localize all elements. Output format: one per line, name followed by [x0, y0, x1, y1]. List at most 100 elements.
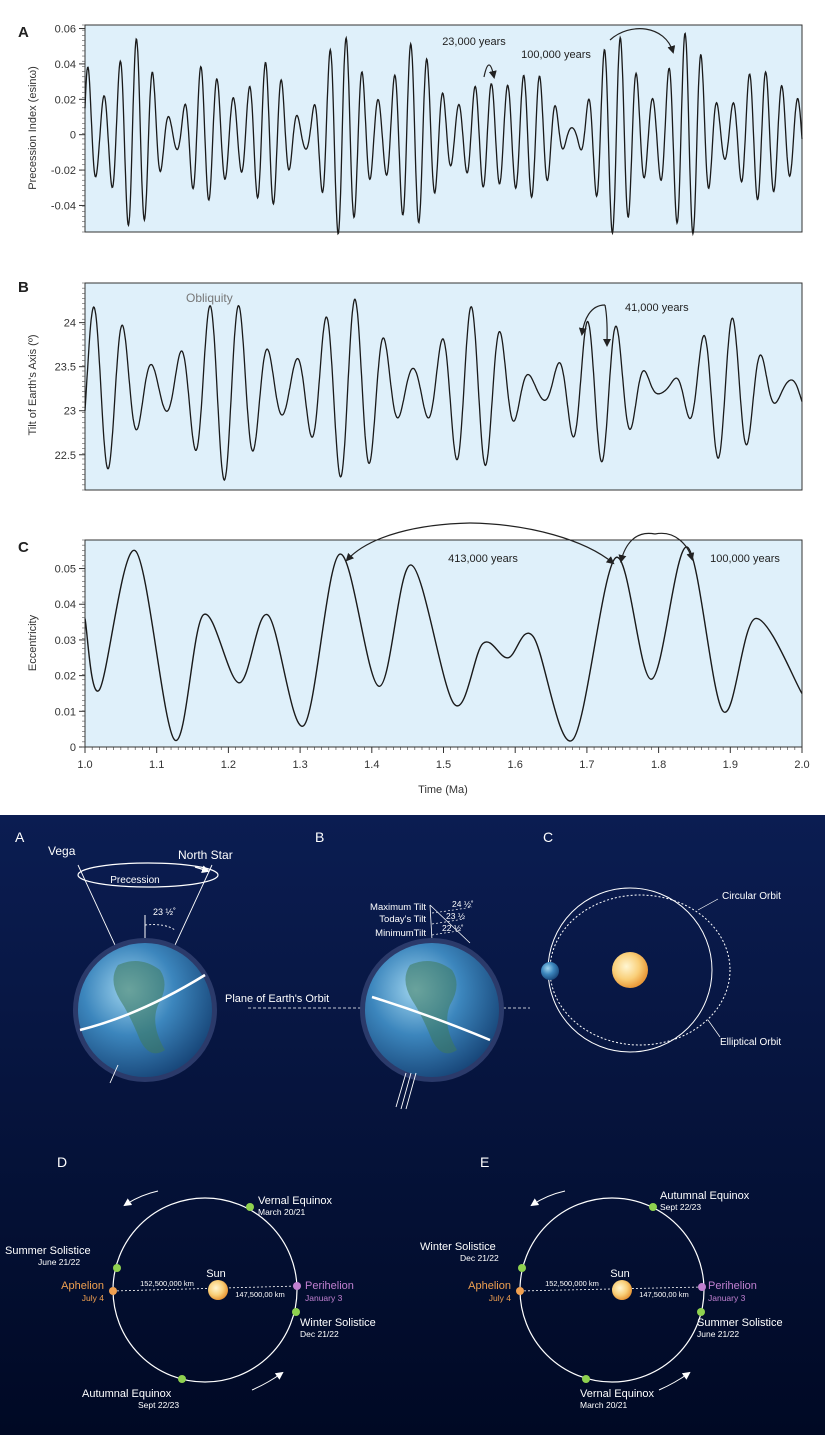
- min-tilt-label: MinimumTilt: [375, 928, 426, 939]
- y-tick-label: 23: [64, 406, 76, 418]
- autumnal-equinox-label-e: Autumnal Equinox: [660, 1190, 750, 1202]
- eccentricity-chart: C 0.050.040.030.020.010 1.0 1.1 1.2 1.3 1.4 1…: [18, 522, 810, 796]
- diagram-label-c: C: [543, 829, 553, 845]
- annotation-100000-a: 100,000 years: [521, 49, 591, 61]
- eccentricity-line: [84, 546, 803, 742]
- plot-area-a: [84, 24, 803, 233]
- aphelion-date-d: July 4: [82, 1293, 104, 1303]
- summer-solstice-label-e: Summer Solistice: [697, 1317, 783, 1329]
- y-axis-label-b: Tilt of Earth's Axis (º): [27, 334, 39, 435]
- night-sky-background: [0, 815, 825, 1435]
- tilt-arc-today: [431, 918, 465, 925]
- equator-a: [79, 973, 206, 1032]
- orbit-arrow-e-bottom: [658, 1371, 691, 1391]
- plot-area-c: [84, 539, 803, 748]
- circular-orbit-label: Circular Orbit: [722, 891, 781, 902]
- tilt-line-min: [429, 904, 433, 941]
- winter-solstice-dot-e: [518, 1264, 526, 1272]
- todays-tilt-value: 23 ½: [446, 911, 465, 921]
- perihelion-label-e: Perihelion: [708, 1280, 757, 1292]
- y-tick-label: 23.5: [55, 362, 76, 374]
- perihelion-distance-d: 147,500,00 km: [235, 1290, 285, 1299]
- winter-solstice-label-e: Winter Solistice: [420, 1241, 496, 1253]
- aphelion-dot-e: [516, 1287, 524, 1295]
- diagram-label-b: B: [315, 829, 324, 845]
- todays-tilt-label: Today's Tilt: [379, 914, 426, 925]
- autumnal-equinox-dot-e: [649, 1203, 657, 1211]
- tilt-arc-max: [431, 906, 473, 914]
- minor-ticks-c: [82, 539, 85, 748]
- vernal-equinox-dot-e: [582, 1375, 590, 1383]
- annotation-413000: 413,000 years: [448, 553, 518, 565]
- y-tick-label: 0.02: [55, 671, 76, 683]
- tilt-angle-arc: [144, 924, 176, 931]
- sun-d: [208, 1280, 228, 1300]
- x-tick-label: 1.7: [579, 759, 594, 771]
- vega-label: Vega: [48, 844, 76, 858]
- perihelion-dot-e: [698, 1283, 706, 1291]
- autumnal-equinox-dot-d: [178, 1375, 186, 1383]
- precession-diagram: Precession 23 ½˚ Vega North Star: [48, 844, 233, 1084]
- x-tick-label: 1.0: [77, 759, 92, 771]
- arrow-100000-c-left: [618, 532, 656, 563]
- apsis-line-d: [112, 1285, 299, 1292]
- y-tick-label: 0.04: [55, 59, 76, 71]
- north-star-label: North Star: [178, 848, 233, 862]
- sun-label-d: Sun: [206, 1268, 226, 1280]
- aphelion-label-e: Aphelion: [468, 1280, 511, 1292]
- x-tick-label: 1.4: [364, 759, 379, 771]
- x-tick-label: 1.5: [436, 759, 451, 771]
- x-tick-label: 1.1: [149, 759, 164, 771]
- orbit-arrow-e-top: [530, 1190, 566, 1207]
- continent-b: [405, 961, 457, 1054]
- y-tick-label: -0.02: [51, 165, 76, 177]
- min-tilt-value: 22 ½˚: [442, 923, 464, 933]
- orbit-diagram-d: Sun 152,500,000 km 147,500,00 km Vernal …: [5, 1190, 376, 1410]
- orbit-diagram-e: Sun 152,500,000 km 147,500,00 km Autumna…: [420, 1190, 783, 1410]
- obliquity-diagram: Maximum Tilt Today's Tilt MinimumTilt 24…: [360, 899, 504, 1110]
- x-tick-label: 1.2: [221, 759, 236, 771]
- tilt-angle-label: 23 ½˚: [153, 907, 176, 917]
- milankovitch-charts: A 0.06 0.04 0.02 0 -0.02 -0.04 Precession Ind…: [18, 23, 810, 796]
- y-tick-label: 0: [70, 130, 76, 142]
- panel-label-b: B: [18, 279, 29, 296]
- perihelion-distance-e: 147,500,00 km: [639, 1290, 689, 1299]
- orbit-arrow-d-bottom: [251, 1371, 284, 1391]
- charts-svg: A 0.06 0.04 0.02 0 -0.02 -0.04 Precession Ind…: [18, 24, 810, 796]
- arrow-413000-left: [345, 522, 471, 562]
- orbit-plane-label: Plane of Earth's Orbit: [225, 993, 329, 1005]
- y-tick-label: 0: [70, 742, 76, 754]
- arrow-41000-left: [578, 304, 606, 336]
- minor-ticks-a: [82, 24, 85, 233]
- y-tick-label: 0.06: [55, 24, 76, 36]
- y-axis-label-a: Precession Index (esinω): [27, 66, 39, 190]
- y-tick-label: 24: [64, 318, 76, 330]
- precession-label: Precession: [110, 875, 159, 886]
- arrow-23000: [483, 64, 497, 79]
- sun-c: [612, 952, 648, 988]
- minor-ticks-b: [82, 282, 85, 491]
- aphelion-distance-e: 152,500,000 km: [545, 1279, 599, 1288]
- aphelion-date-e: July 4: [489, 1293, 511, 1303]
- diagram-label-e: E: [480, 1154, 489, 1170]
- annotation-obliquity: Obliquity: [186, 291, 233, 305]
- annotation-100000-c: 100,000 years: [710, 553, 780, 565]
- tilt-line-max: [429, 904, 471, 944]
- perihelion-dot-d: [293, 1282, 301, 1290]
- y-axis-b: 24 23.5 23 22.5: [55, 318, 85, 462]
- x-tick-label: 1.8: [651, 759, 666, 771]
- precession-direction-arrow: [194, 865, 210, 874]
- winter-solstice-date-e: Dec 21/22: [460, 1253, 499, 1263]
- arrow-413000-right: [469, 522, 615, 565]
- axis-south-b3: [405, 1072, 417, 1110]
- annotation-23000: 23,000 years: [442, 36, 506, 48]
- continent-a: [113, 961, 165, 1054]
- axis-south-a: [109, 1064, 119, 1084]
- summer-solstice-date-e: June 21/22: [697, 1329, 739, 1339]
- summer-solstice-date-d: June 21/22: [38, 1257, 80, 1267]
- panel-label-a: A: [18, 24, 29, 41]
- y-tick-label: 0.05: [55, 564, 76, 576]
- aphelion-distance-d: 152,500,000 km: [140, 1279, 194, 1288]
- obliquity-line: [84, 298, 803, 482]
